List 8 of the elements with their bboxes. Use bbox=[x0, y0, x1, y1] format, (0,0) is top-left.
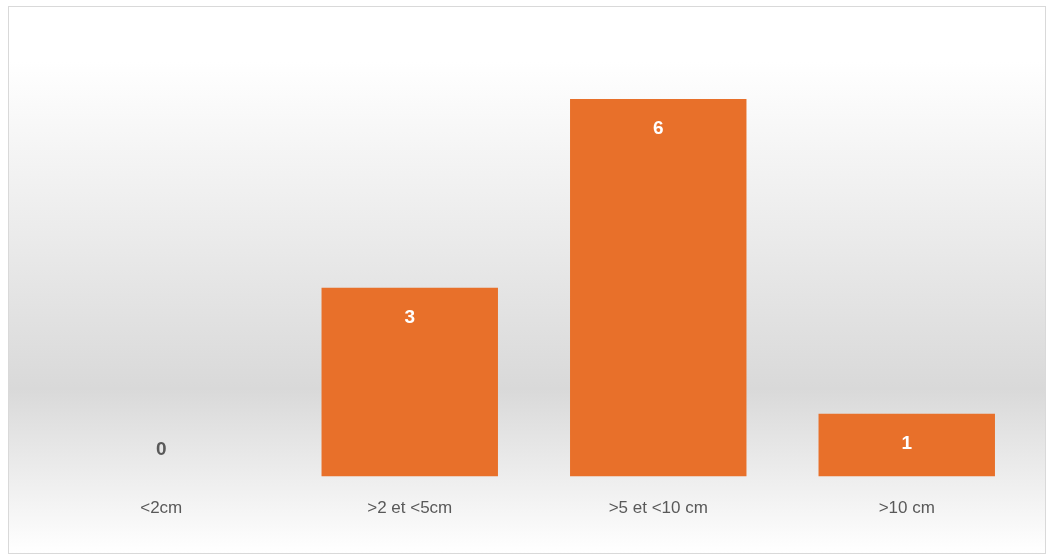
x-tick-label: >5 et <10 cm bbox=[608, 498, 708, 518]
x-tick-label: <2cm bbox=[140, 498, 183, 518]
data-label: 6 bbox=[652, 117, 664, 139]
x-tick-label: >2 et <5cm bbox=[367, 498, 453, 518]
data-label: 0 bbox=[155, 437, 167, 459]
data-label: 1 bbox=[901, 431, 913, 453]
data-label: 3 bbox=[404, 306, 416, 328]
x-tick-label: >10 cm bbox=[878, 498, 935, 518]
